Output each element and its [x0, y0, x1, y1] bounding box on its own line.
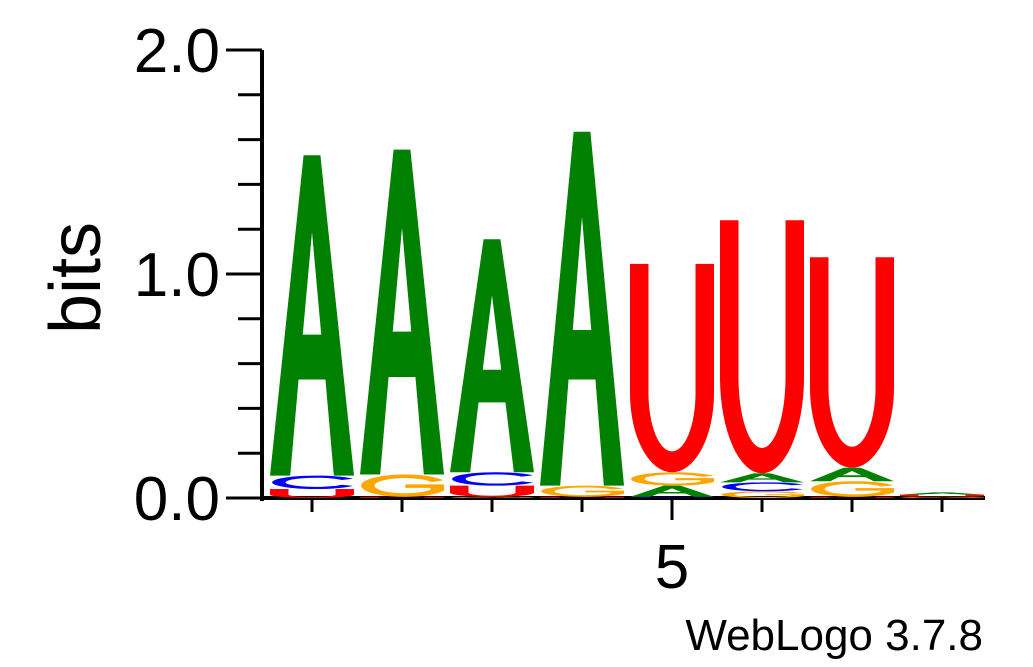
letter-U — [630, 263, 714, 473]
logo-stacks — [270, 131, 985, 498]
letter-A — [630, 485, 714, 497]
letter-A — [270, 155, 354, 476]
y-tick-label: 2.0 — [134, 17, 220, 86]
letter-A — [720, 473, 804, 483]
letter-G — [451, 496, 535, 498]
letter-U — [720, 220, 804, 474]
logo-column-4 — [540, 131, 625, 498]
y-axis-label: bits — [36, 222, 116, 334]
letter-A — [810, 467, 894, 482]
letter-C — [722, 482, 803, 492]
letter-U — [900, 494, 984, 497]
logo-column-8 — [900, 492, 985, 498]
x-axis: 5 — [260, 496, 985, 602]
y-tick-label: 0.0 — [134, 465, 220, 534]
weblogo-credit: WebLogo 3.7.8 — [685, 611, 983, 660]
letter-U — [540, 496, 624, 498]
logo-column-7 — [810, 257, 895, 498]
logo-column-1 — [270, 155, 354, 498]
letter-C — [272, 475, 353, 490]
letter-U — [810, 496, 894, 498]
letter-G — [721, 491, 805, 498]
logo-column-2 — [360, 149, 445, 498]
letter-A — [360, 149, 444, 475]
logo-column-5 — [630, 263, 715, 498]
y-tick-label: 1.0 — [134, 241, 220, 310]
letter-C — [632, 496, 713, 498]
letter-G — [361, 474, 445, 497]
letter-A — [450, 239, 534, 473]
letter-U — [810, 257, 894, 468]
letter-G — [901, 496, 985, 498]
letter-U — [450, 485, 534, 497]
letter-C — [452, 472, 533, 486]
letter-A — [900, 492, 984, 495]
x-tick-label: 5 — [655, 533, 689, 602]
letter-U — [360, 496, 444, 498]
y-axis: 0.0 1.0 2.0 — [134, 17, 264, 534]
letter-G — [811, 481, 895, 497]
letter-G — [541, 485, 625, 497]
letter-A — [540, 131, 624, 486]
letter-G — [631, 472, 715, 486]
logo-column-3 — [450, 239, 535, 498]
letter-U — [270, 489, 354, 498]
logo-column-6 — [720, 220, 805, 498]
